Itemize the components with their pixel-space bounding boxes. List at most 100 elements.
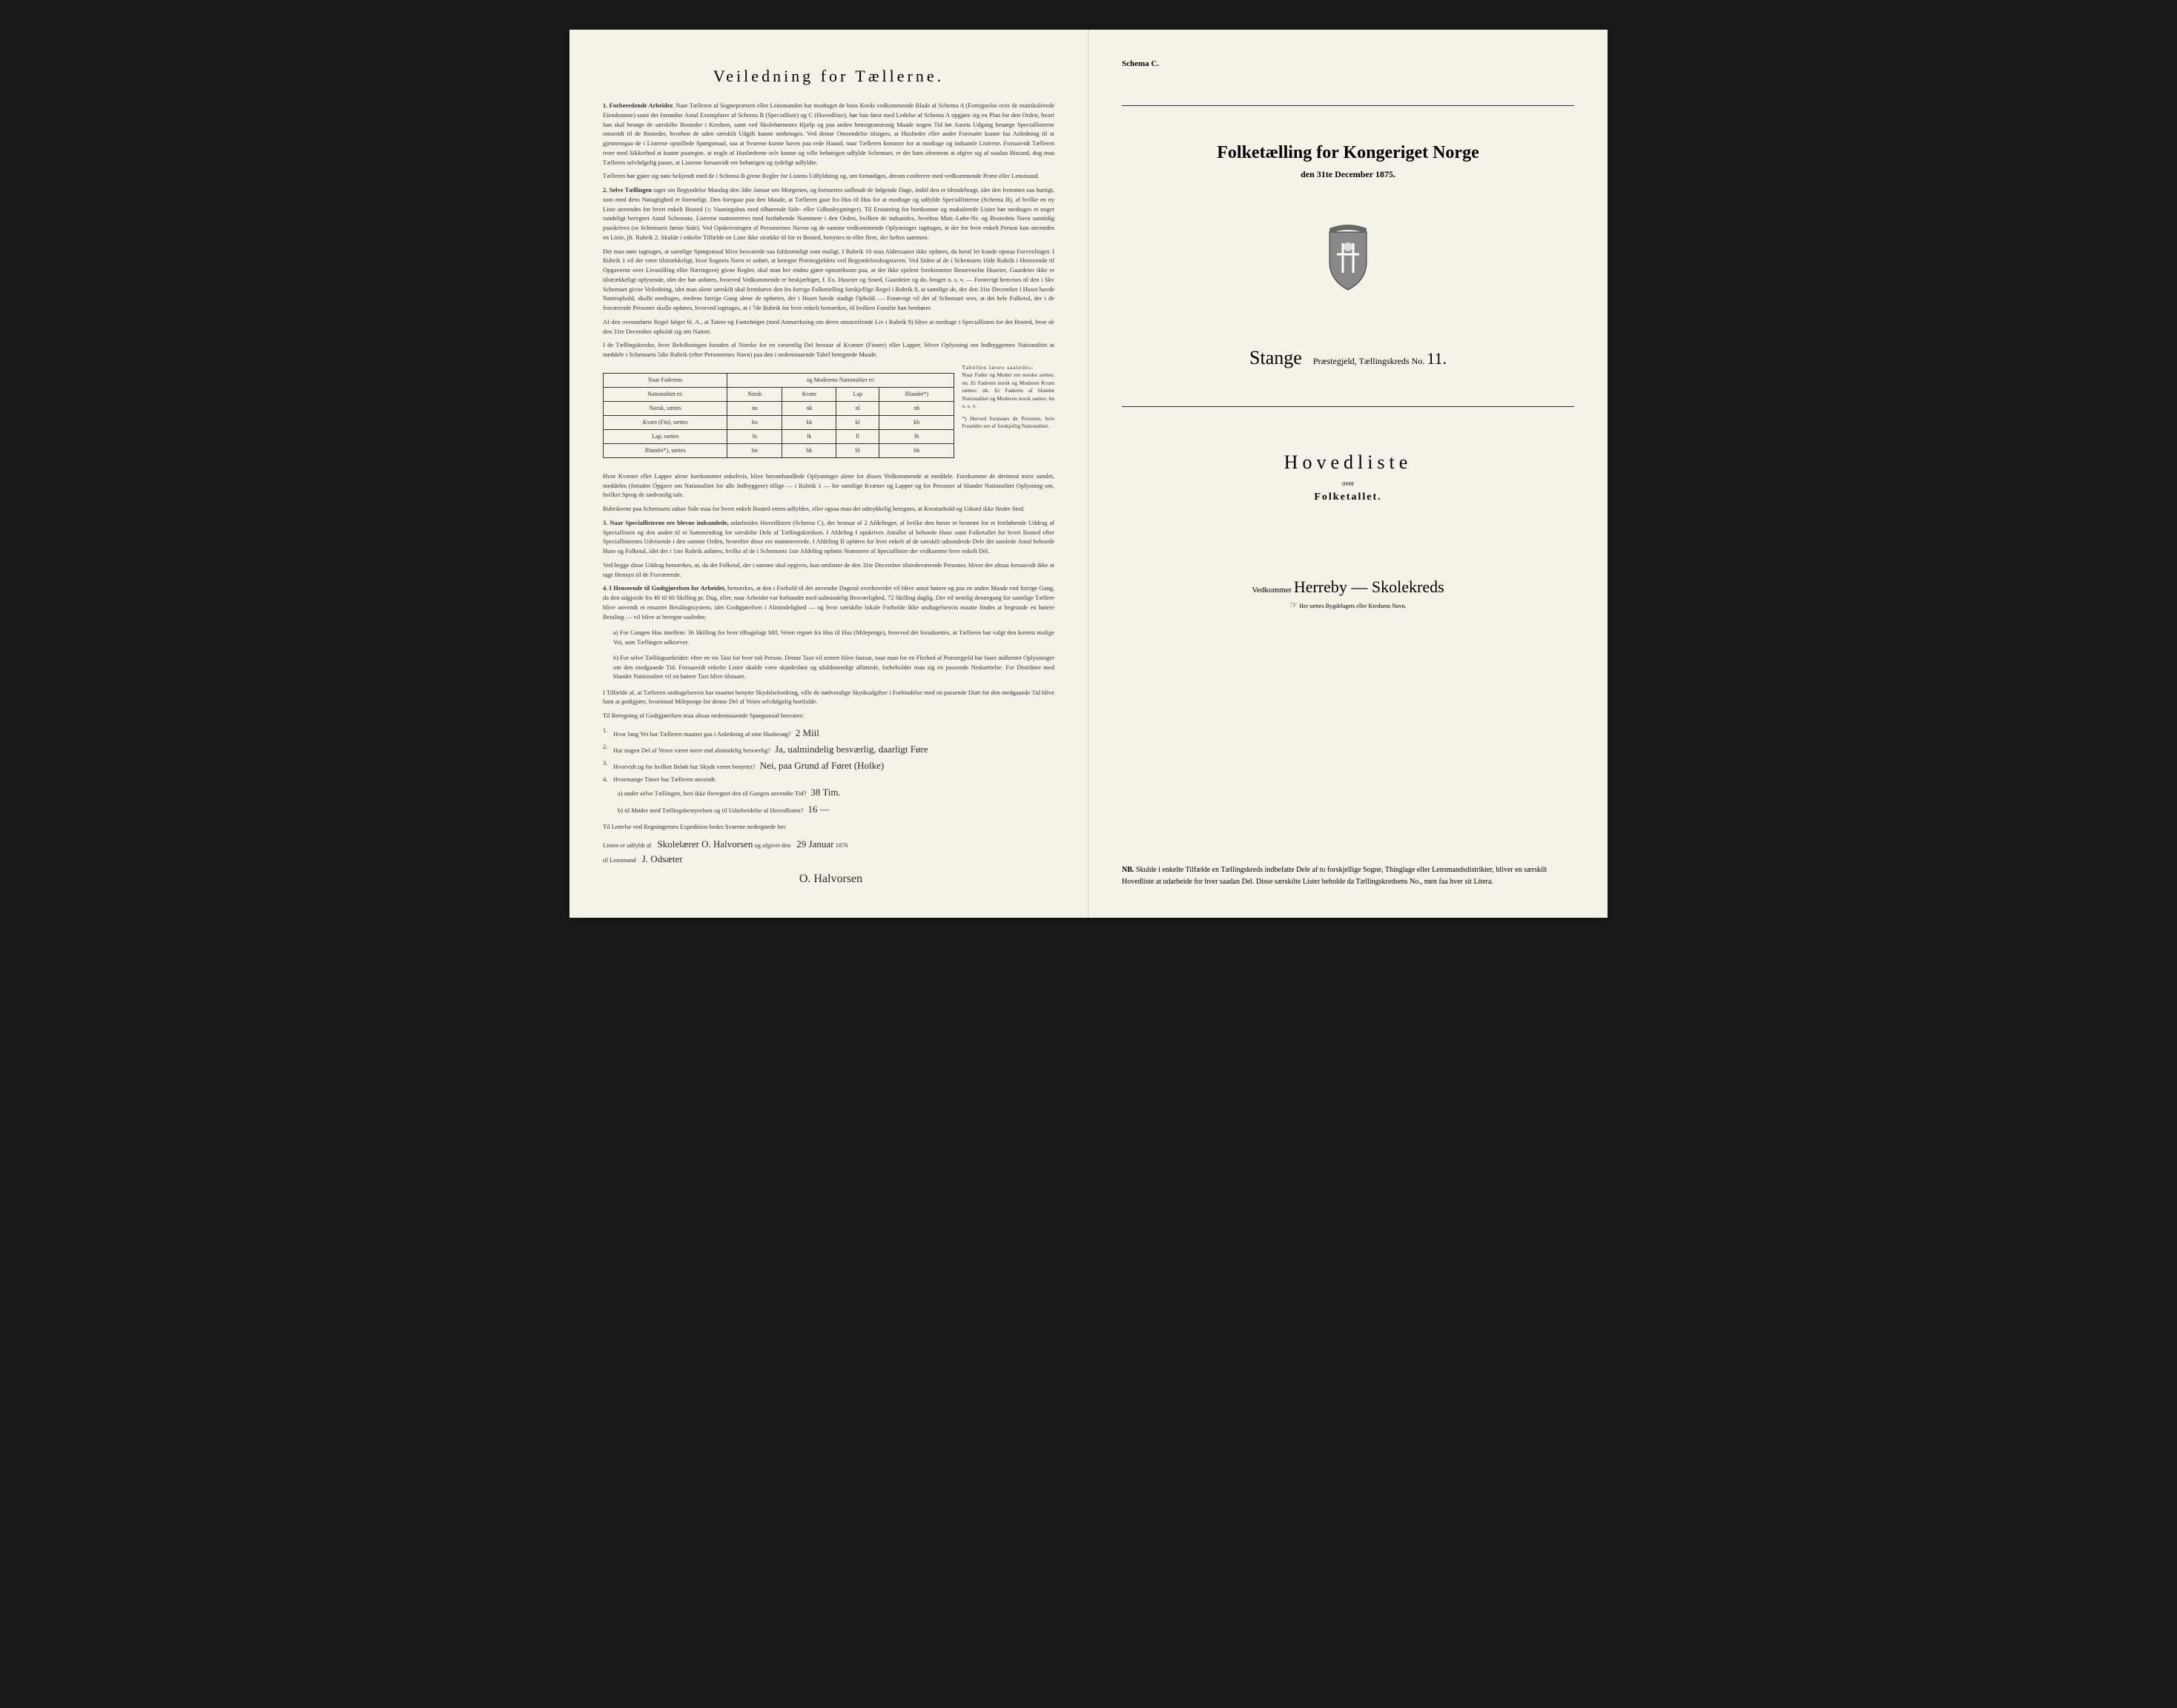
cell: bn: [727, 443, 782, 457]
cell: bb: [879, 443, 954, 457]
table-side-heading: Tabellen læses saaledes:: [962, 364, 1054, 372]
table-row: Kvæn (Fin), sættes kn kk kl kb: [604, 415, 954, 429]
table-side-text: Naar Fader og Moder ere norske sættes: n…: [962, 371, 1054, 411]
parish-number: 11.: [1427, 349, 1447, 368]
sub-a: a) For Gangen Hus imellem: 36 Skilling f…: [613, 628, 1054, 647]
sub-b: b) For selve Tællingsarbeidet: efter en …: [613, 653, 1054, 681]
q4b-text: b) til Møder med Tællingsbestyrelsen og …: [618, 807, 803, 814]
page-right: Schema C. Folketælling for Kongeriget No…: [1088, 30, 1608, 918]
pointer-icon: ☞: [1289, 600, 1298, 610]
cell: ln: [727, 429, 782, 443]
cell: kl: [836, 415, 879, 429]
table-row: Norsk, sættes nn nk nl nb: [604, 401, 954, 415]
cell: lb: [879, 429, 954, 443]
q2-num: 2.: [603, 741, 613, 758]
cell: kb: [879, 415, 954, 429]
vedkommer-note-text: Her sættes Bygdelagets eller Kredsens Na…: [1299, 603, 1406, 609]
table-header-row: Naar Faderens og Moderens Nationalitet e…: [604, 373, 954, 387]
q3-answer: Nei, paa Grund af Føret (Holke): [760, 760, 885, 771]
table-subheader-row: Nationalitet er: Norsk Kvæn Lap Blandet*…: [604, 387, 954, 401]
cell: ll: [836, 429, 879, 443]
q4-num: 4.: [603, 774, 613, 784]
q3-text: Hvorvidt og for hvilket Beløb har Skyds …: [613, 763, 756, 770]
questions: 1.Hvor lang Vei har Tælleren maattet gaa…: [603, 725, 1054, 818]
cell: Blandet*), sættes: [604, 443, 727, 457]
coat-of-arms-icon: [1122, 225, 1574, 295]
q4-text: Hvormange Timer har Tælleren anvendt:: [613, 774, 1054, 784]
sig1-date: 29 Januar: [796, 838, 833, 850]
parish-name: Stange: [1249, 347, 1302, 368]
para1b: Tælleren bør gjøre sig nøie bekjendt med…: [603, 171, 1054, 181]
q4a-text: a) under selve Tællingen, heri ikke iber…: [618, 790, 806, 797]
nationality-table: Naar Faderens og Moderens Nationalitet e…: [603, 373, 954, 458]
q3-num: 3.: [603, 758, 613, 774]
sig2-a: til Lensmand: [603, 856, 636, 864]
para1-label: 1. Forberedende Arbeider.: [603, 102, 674, 109]
cell: kk: [782, 415, 836, 429]
sig1-a: Listen er udfyldt af: [603, 841, 651, 849]
cell: bl: [836, 443, 879, 457]
q1-num: 1.: [603, 725, 613, 741]
q2-answer: Ja, ualmindelig besværlig, daarligt Føre: [775, 744, 928, 755]
para4-label: 4. I Henseende til Godtgjørelsen for Arb…: [603, 584, 726, 592]
th-father: Naar Faderens: [604, 373, 727, 387]
th-mother: og Moderens Nationalitet er:: [727, 373, 954, 387]
nb-text: Skulde i enkelte Tilfælde en Tællingskre…: [1122, 866, 1547, 886]
nationality-table-wrap: Naar Faderens og Moderens Nationalitet e…: [603, 364, 1054, 467]
q4a-answer: 38 Tim.: [810, 787, 840, 798]
para2d: I de Tællingskredse, hvor Befolkningen f…: [603, 340, 1054, 360]
divider: [1122, 406, 1574, 407]
census-date: den 31te December 1875.: [1122, 169, 1574, 180]
over-label: over: [1122, 480, 1574, 487]
instructions-heading: Veiledning for Tællerne.: [603, 67, 1054, 86]
page-left: Veiledning for Tællerne. 1. Forberedende…: [569, 30, 1088, 918]
vedkommer-line: Vedkommer Herreby — Skolekreds: [1122, 577, 1574, 597]
para4c: I Tilfælde af, at Tælleren undtagelsesvi…: [603, 688, 1054, 707]
table-row: Lap, sættes ln lk ll lb: [604, 429, 954, 443]
th-c2: Kvæn: [782, 387, 836, 401]
table-row: Blandet*), sættes bn bk bl bb: [604, 443, 954, 457]
census-title: Folketælling for Kongeriget Norge: [1122, 143, 1574, 163]
sig1-name: Skolelærer O. Halvorsen: [658, 838, 753, 850]
th-c1: Norsk: [727, 387, 782, 401]
para2c: Af den ovenanførte Regel følger bl. A., …: [603, 317, 1054, 337]
cell: kn: [727, 415, 782, 429]
folketallet-label: Folketallet.: [1122, 491, 1574, 503]
para2b: Det maa nøie iagttages, at samtlige Spør…: [603, 247, 1054, 313]
para4d: Til Beregning af Godtgjørelsen maa altsa…: [603, 711, 1054, 721]
signature-block: Listen er udfyldt af Skolelærer O. Halvo…: [603, 837, 1054, 888]
q1-text: Hvor lang Vei har Tælleren maattet gaa i…: [613, 730, 791, 738]
sig2-name: J. Odsæter: [642, 853, 683, 864]
para-after-table2: Rubrikerne paa Schemaets sidste Side maa…: [603, 504, 1054, 514]
cell: nl: [836, 401, 879, 415]
cell: Lap, sættes: [604, 429, 727, 443]
cell: nn: [727, 401, 782, 415]
para2-label: 2. Selve Tællingen: [603, 186, 652, 193]
vedkommer-note: ☞ Her sættes Bygdelagets eller Kredsens …: [1122, 600, 1574, 611]
sig1-year: 1876: [836, 841, 848, 849]
cell: Norsk, sættes: [604, 401, 727, 415]
parish-line: Stange Præstegjeld, Tællingskreds No. 11…: [1122, 347, 1574, 369]
vedkommer-value: Herreby — Skolekreds: [1294, 577, 1444, 596]
table-footnote: *) Herved forstaaes de Personer, hvis Fo…: [962, 415, 1054, 431]
para3-label: 3. Naar Speciallisterne ere blevne indsa…: [603, 519, 729, 526]
nb-block: NB. Skulde i enkelte Tilfælde en Tælling…: [1122, 835, 1574, 888]
para2-text: tager sin Begyndelse Mandag den 3die Jan…: [603, 186, 1054, 241]
th-nat: Nationalitet er:: [604, 387, 727, 401]
sig1-b: og afgivet den: [755, 841, 791, 849]
q4b-answer: 16 —: [807, 804, 829, 815]
vedkommer-label: Vedkommer: [1252, 586, 1292, 595]
th-c4: Blandet*): [879, 387, 954, 401]
closing-note: Til Lettelse ved Regningernes Expedition…: [603, 822, 1054, 832]
table-side-note: Tabellen læses saaledes: Naar Fader og M…: [962, 364, 1054, 467]
q1-answer: 2 Miil: [796, 727, 819, 738]
nb-label: NB.: [1122, 866, 1134, 874]
body-text: 1. Forberedende Arbeider. Naar Tælleren …: [603, 101, 1054, 888]
cell: bk: [782, 443, 836, 457]
divider: [1122, 105, 1574, 106]
document-spread: Veiledning for Tællerne. 1. Forberedende…: [569, 30, 1608, 918]
cell: lk: [782, 429, 836, 443]
cell: Kvæn (Fin), sættes: [604, 415, 727, 429]
signature: O. Halvorsen: [799, 873, 862, 885]
parish-label: Præstegjeld, Tællingskreds No.: [1313, 356, 1424, 366]
